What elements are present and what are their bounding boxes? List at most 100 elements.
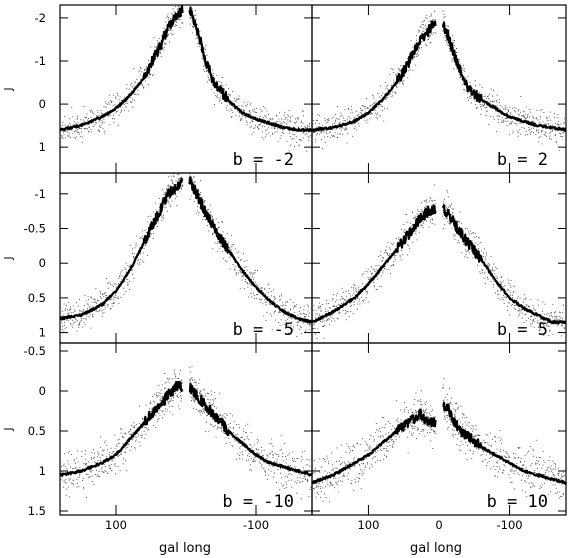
scatter-point bbox=[161, 197, 163, 199]
scatter-point bbox=[531, 323, 533, 325]
scatter-point bbox=[359, 464, 361, 466]
scatter-point bbox=[250, 448, 252, 450]
scatter-point bbox=[226, 232, 228, 234]
scatter-point bbox=[375, 100, 377, 102]
scatter-point bbox=[309, 325, 311, 327]
scatter-point bbox=[422, 30, 424, 32]
scatter-point bbox=[287, 324, 289, 326]
scatter-point bbox=[537, 299, 539, 301]
scatter-point bbox=[345, 464, 347, 466]
scatter-point bbox=[83, 488, 85, 490]
scatter-point bbox=[333, 468, 335, 470]
scatter-point bbox=[296, 477, 298, 479]
scatter-point bbox=[471, 240, 473, 242]
scatter-point bbox=[405, 213, 408, 215]
scatter-point bbox=[414, 55, 416, 58]
scatter-point bbox=[534, 309, 536, 311]
scatter-point bbox=[532, 320, 534, 322]
scatter-point bbox=[206, 224, 208, 226]
scatter-point bbox=[494, 100, 496, 102]
scatter-point bbox=[123, 293, 125, 295]
scatter-point bbox=[129, 433, 131, 435]
panel-frame bbox=[311, 4, 567, 174]
scatter-point bbox=[303, 313, 305, 315]
scatter-point bbox=[94, 124, 96, 126]
scatter-point bbox=[388, 254, 391, 256]
scatter-point bbox=[133, 426, 135, 428]
scatter-point bbox=[467, 99, 469, 101]
scatter-point bbox=[318, 115, 320, 117]
scatter-point bbox=[110, 447, 112, 449]
scatter-point bbox=[249, 126, 251, 128]
scatter-point bbox=[365, 289, 367, 291]
scatter-point bbox=[194, 14, 196, 17]
scatter-point bbox=[289, 308, 292, 310]
scatter-point bbox=[284, 111, 286, 113]
scatter-point bbox=[407, 77, 409, 79]
scatter-point bbox=[259, 298, 261, 301]
scatter-point bbox=[443, 198, 445, 200]
scatter-point bbox=[387, 450, 389, 452]
scatter-point bbox=[376, 444, 378, 446]
scatter-point bbox=[526, 134, 528, 136]
scatter-point bbox=[543, 313, 545, 316]
scatter-point bbox=[484, 95, 486, 97]
scatter-point bbox=[443, 203, 445, 205]
scatter-point bbox=[61, 310, 64, 312]
scatter-point bbox=[167, 18, 169, 20]
scatter-point bbox=[120, 453, 122, 455]
scatter-point bbox=[442, 386, 444, 388]
scatter-point bbox=[122, 458, 125, 460]
scatter-point bbox=[318, 307, 320, 309]
y-tick-label: 0.5 bbox=[28, 291, 46, 305]
scatter-point bbox=[301, 321, 303, 323]
scatter-point bbox=[60, 479, 62, 481]
scatter-point bbox=[351, 109, 353, 111]
scatter-point bbox=[523, 299, 525, 301]
scatter-point bbox=[260, 301, 262, 303]
scatter-point bbox=[131, 424, 133, 426]
scatter-point bbox=[551, 129, 553, 131]
scatter-point bbox=[89, 110, 91, 112]
scatter-point bbox=[87, 304, 89, 306]
scatter-point bbox=[270, 119, 272, 121]
scatter-point bbox=[498, 436, 500, 439]
scatter-point bbox=[278, 118, 280, 120]
scatter-point bbox=[446, 421, 448, 423]
scatter-point bbox=[251, 288, 253, 290]
scatter-point bbox=[442, 387, 444, 389]
scatter-point bbox=[90, 296, 92, 298]
scatter-point bbox=[407, 244, 409, 246]
scatter-point bbox=[71, 324, 73, 326]
scatter-point bbox=[419, 433, 421, 435]
scatter-point bbox=[226, 109, 228, 111]
scatter-point bbox=[428, 226, 430, 228]
scatter-point bbox=[536, 321, 538, 323]
scatter-point bbox=[540, 321, 542, 323]
scatter-point bbox=[525, 106, 528, 108]
scatter-point bbox=[558, 124, 560, 126]
scatter-point bbox=[65, 478, 67, 481]
scatter-point bbox=[557, 323, 560, 326]
scatter-point bbox=[379, 460, 382, 462]
scatter-point bbox=[431, 28, 433, 30]
scatter-point bbox=[367, 268, 369, 270]
scatter-point bbox=[111, 305, 113, 307]
scatter-point bbox=[535, 130, 538, 132]
scatter-point bbox=[178, 396, 180, 399]
scatter-point bbox=[532, 120, 534, 122]
scatter-point bbox=[306, 150, 308, 152]
scatter-point bbox=[447, 417, 449, 419]
scatter-point bbox=[379, 446, 381, 448]
scatter-point bbox=[434, 199, 436, 201]
scatter-point bbox=[138, 441, 140, 443]
scatter-point bbox=[114, 283, 116, 285]
scatter-point bbox=[213, 406, 216, 408]
scatter-point bbox=[274, 310, 277, 312]
scatter-point bbox=[288, 115, 290, 117]
scatter-point bbox=[95, 122, 98, 124]
scatter-point bbox=[446, 189, 448, 191]
scatter-point bbox=[203, 70, 206, 72]
scatter-point bbox=[228, 435, 230, 437]
scatter-point bbox=[195, 14, 197, 16]
